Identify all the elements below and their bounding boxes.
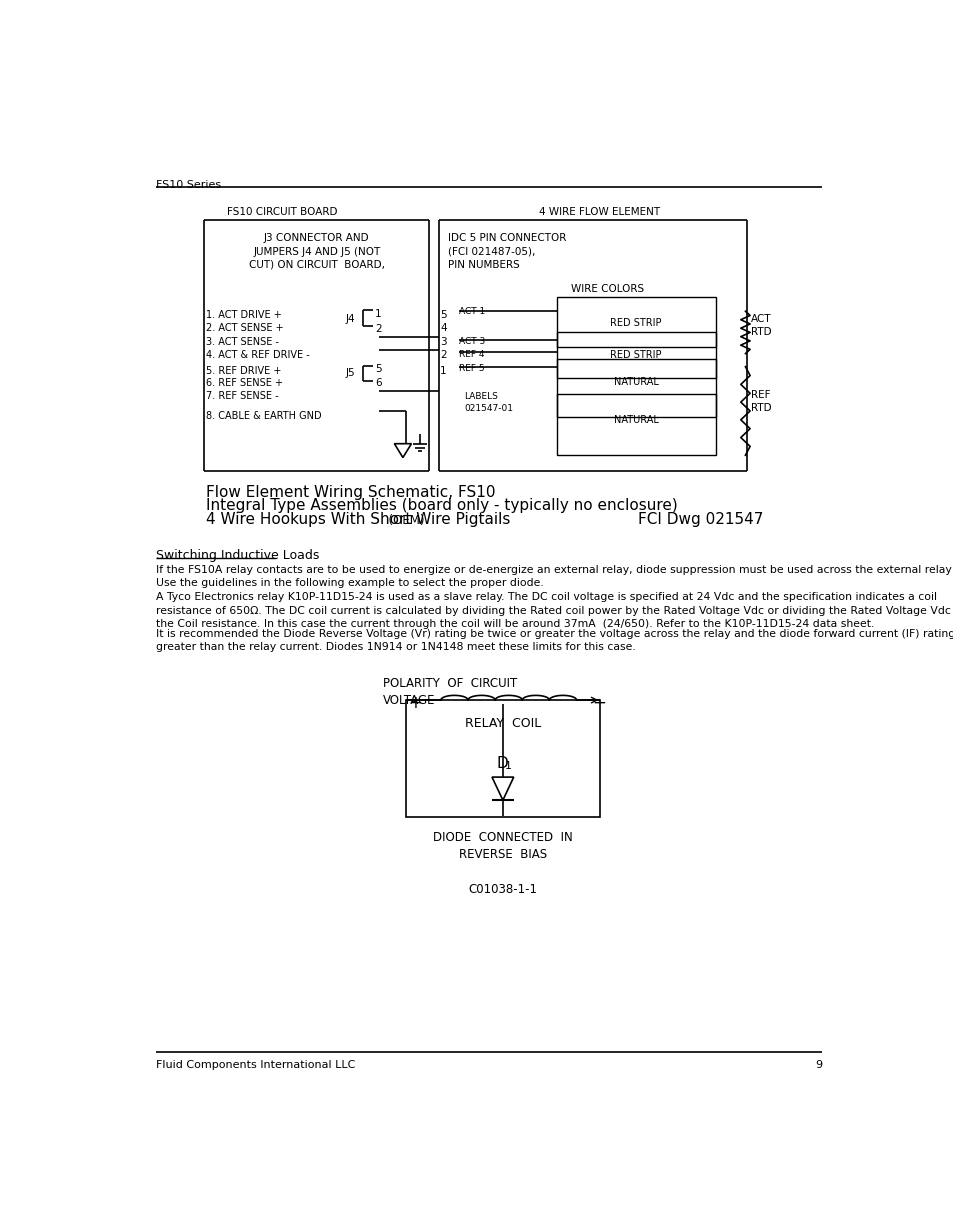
Text: Integral Type Assemblies (board only - typically no enclosure): Integral Type Assemblies (board only - t…	[206, 498, 677, 513]
Text: 8. CABLE & EARTH GND: 8. CABLE & EARTH GND	[206, 411, 321, 421]
Text: FS10 Series: FS10 Series	[155, 179, 220, 190]
Text: POLARITY  OF  CIRCUIT
VOLTAGE: POLARITY OF CIRCUIT VOLTAGE	[382, 677, 517, 707]
Text: 2: 2	[375, 324, 381, 334]
Text: 2. ACT SENSE +: 2. ACT SENSE +	[206, 323, 283, 333]
Text: 5. REF DRIVE +: 5. REF DRIVE +	[206, 366, 281, 375]
Text: RED STRIP: RED STRIP	[610, 318, 661, 328]
Bar	[406, 701, 599, 817]
Text: NATURAL: NATURAL	[613, 377, 658, 387]
Bar	[557, 394, 716, 455]
Text: Switching Inductive Loads: Switching Inductive Loads	[155, 550, 318, 562]
Text: 4 Wire Hookups With Short Wire Pigtails: 4 Wire Hookups With Short Wire Pigtails	[206, 512, 510, 528]
Text: REF 4: REF 4	[458, 350, 484, 358]
Text: 6: 6	[375, 378, 381, 388]
Text: J3 CONNECTOR AND
JUMPERS J4 AND J5 (NOT
CUT) ON CIRCUIT  BOARD,: J3 CONNECTOR AND JUMPERS J4 AND J5 (NOT …	[249, 233, 384, 270]
Text: 4: 4	[439, 323, 446, 333]
Text: If the FS10A relay contacts are to be used to energize or de-energize an externa: If the FS10A relay contacts are to be us…	[155, 564, 953, 588]
Text: 7. REF SENSE -: 7. REF SENSE -	[206, 390, 278, 400]
Text: 9: 9	[814, 1060, 821, 1070]
Text: C01038-1-1: C01038-1-1	[468, 882, 537, 896]
Text: ACT
RTD: ACT RTD	[750, 314, 771, 337]
Text: 5: 5	[439, 310, 446, 320]
Text: RED STRIP: RED STRIP	[610, 350, 661, 360]
Text: A Tyco Electronics relay K10P-11D15-24 is used as a slave relay. The DC coil vol: A Tyco Electronics relay K10P-11D15-24 i…	[155, 593, 953, 628]
Text: NATURAL: NATURAL	[613, 415, 658, 426]
Text: −: −	[592, 694, 605, 712]
Text: (OEM): (OEM)	[381, 514, 424, 526]
Bar	[557, 360, 716, 417]
Bar	[557, 297, 716, 347]
Text: 1: 1	[375, 309, 381, 319]
Text: 3. ACT SENSE -: 3. ACT SENSE -	[206, 337, 279, 347]
Text: J5: J5	[346, 368, 355, 378]
Text: REF 5: REF 5	[458, 364, 484, 373]
Text: Flow Element Wiring Schematic, FS10: Flow Element Wiring Schematic, FS10	[206, 485, 495, 499]
Text: FS10 CIRCUIT BOARD: FS10 CIRCUIT BOARD	[227, 207, 337, 217]
Text: D: D	[497, 756, 508, 771]
Bar	[557, 333, 716, 378]
Text: 1. ACT DRIVE +: 1. ACT DRIVE +	[206, 310, 281, 320]
Text: It is recommended the Diode Reverse Voltage (Vr) rating be twice or greater the : It is recommended the Diode Reverse Volt…	[155, 629, 953, 653]
Text: 5: 5	[375, 364, 381, 374]
Text: FCI Dwg 021547: FCI Dwg 021547	[638, 512, 763, 528]
Text: 4 WIRE FLOW ELEMENT: 4 WIRE FLOW ELEMENT	[538, 207, 659, 217]
Text: 4. ACT & REF DRIVE -: 4. ACT & REF DRIVE -	[206, 350, 310, 360]
Text: +: +	[408, 694, 422, 712]
Text: Fluid Components International LLC: Fluid Components International LLC	[155, 1060, 355, 1070]
Text: RELAY  COIL: RELAY COIL	[464, 717, 540, 730]
Text: ACT 1: ACT 1	[458, 308, 484, 317]
Text: 2: 2	[439, 350, 446, 360]
Text: DIODE  CONNECTED  IN
REVERSE  BIAS: DIODE CONNECTED IN REVERSE BIAS	[433, 831, 572, 861]
Text: IDC 5 PIN CONNECTOR
(FCI 021487-05),
PIN NUMBERS: IDC 5 PIN CONNECTOR (FCI 021487-05), PIN…	[447, 233, 566, 270]
Text: REF
RTD: REF RTD	[750, 390, 771, 413]
Text: LABELS
021547-01: LABELS 021547-01	[464, 393, 513, 413]
Text: 1: 1	[505, 761, 512, 771]
Text: 3: 3	[439, 337, 446, 347]
Text: WIRE COLORS: WIRE COLORS	[570, 285, 643, 294]
Text: J4: J4	[346, 314, 355, 324]
Text: ACT 3: ACT 3	[458, 337, 484, 346]
Text: 6. REF SENSE +: 6. REF SENSE +	[206, 378, 283, 388]
Text: 1: 1	[439, 366, 446, 375]
